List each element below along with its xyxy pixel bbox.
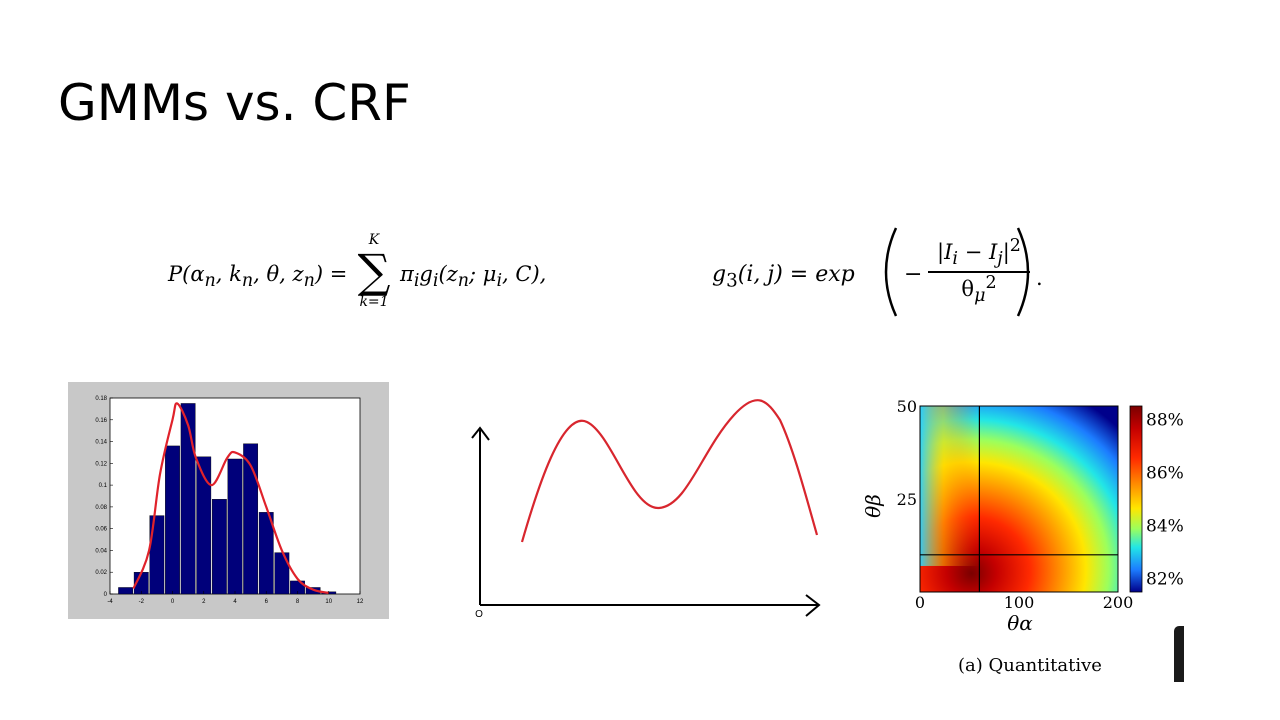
y-tick-label: 0.08 [95,505,107,511]
histogram-chart: -4 -2 0 2 4 6 8 10 12 0 0.02 0.04 0.06 0.08 0.1 0.12 0.1… [68,382,389,619]
heatmap-figure: 0 100 200 25 50 θα θβ 88% 86% 84% 82% [860,392,1190,686]
x-tick-label: -4 [107,599,113,605]
colorbar [1129,405,1143,593]
sketch-chart: O [471,399,821,620]
y-tick-label: 25 [897,490,917,509]
x-tick-label: 2 [202,599,206,605]
density-curve [132,402,329,594]
crf-equation: g3(i, j) = exp − |Ii − Ij|2 θμ2 . [712,222,1062,322]
x-tick-label: -2 [139,599,145,605]
origin-label: O [475,609,483,620]
x-tick-label: 100 [1004,593,1035,612]
colorbar-tick-label: 82% [1146,570,1184,590]
x-axis-label: θα [1007,611,1033,635]
x-tick-label: 10 [325,599,332,605]
y-tick-label: 0.1 [99,483,108,489]
y-tick-label: 50 [897,397,917,416]
left-paren [884,227,898,317]
heatmap-chart: 0 100 200 25 50 θα θβ 88% 86% 84% 82% [861,397,1184,635]
fraction: |Ii − Ij|2 θμ2 [926,236,1032,306]
x-tick-label: 0 [915,593,925,612]
heatmap-left-edge [920,406,1118,566]
y-tick-label: 0 [104,592,108,598]
y-tick-label: 0.16 [95,418,107,424]
heatmap-frame [919,405,1119,593]
x-tick-label: 200 [1103,593,1134,612]
colorbar-tick-label: 88% [1146,410,1184,430]
y-tick-label: 0.04 [95,548,107,554]
y-axis-label: θβ [861,494,885,518]
histogram-figure: -4 -2 0 2 4 6 8 10 12 0 0.02 0.04 0.06 0.08 0.1 0.12 0.1… [68,382,389,619]
colorbar-tick-label: 84% [1146,517,1184,537]
y-axis-arrow [471,426,490,441]
equation-period: . [1036,266,1043,290]
heatmap-caption: (a) Quantitative [958,655,1102,676]
histogram-bar [180,403,196,595]
crf-lhs: g3(i, j) = exp [712,262,855,292]
gmm-equation: P(αn, kn, θ, zn) = K ∑ k=1 πigi(zn; μi, … [168,228,588,323]
minus-sign: − [904,262,923,287]
x-tick-label: 8 [296,599,300,605]
gmm-rhs: πigi(zn; μi, C), [400,262,547,292]
y-tick-label: 0.14 [95,440,107,446]
y-tick-label: 0.12 [95,461,107,467]
x-axis-arrow [805,594,821,617]
x-tick-label: 0 [171,599,175,605]
denominator: θμ2 [961,273,997,307]
x-tick-label: 6 [265,599,269,605]
bimodal-sketch: O [462,390,830,622]
histogram-bar [243,443,259,595]
scroll-handle[interactable] [1174,626,1184,682]
y-tick-label: 0.18 [95,396,107,402]
x-tick-label: 12 [357,599,364,605]
histogram-bar [165,445,180,595]
histogram-bar [227,458,243,595]
summation: K ∑ k=1 [357,232,391,310]
gmm-lhs: P(αn, kn, θ, zn) = [168,262,348,292]
slide-title: GMMs vs. CRF [58,74,411,132]
colorbar-tick-label: 86% [1146,463,1184,483]
right-paren [1016,227,1030,317]
histogram-bar [149,515,165,595]
y-tick-label: 0.02 [95,570,107,576]
histogram-bar [118,587,134,595]
x-tick-label: 4 [233,599,237,605]
numerator: |Ii − Ij|2 [937,236,1021,270]
histogram-bar [211,499,227,595]
bimodal-curve [520,399,819,543]
y-tick-label: 0.06 [95,527,107,533]
